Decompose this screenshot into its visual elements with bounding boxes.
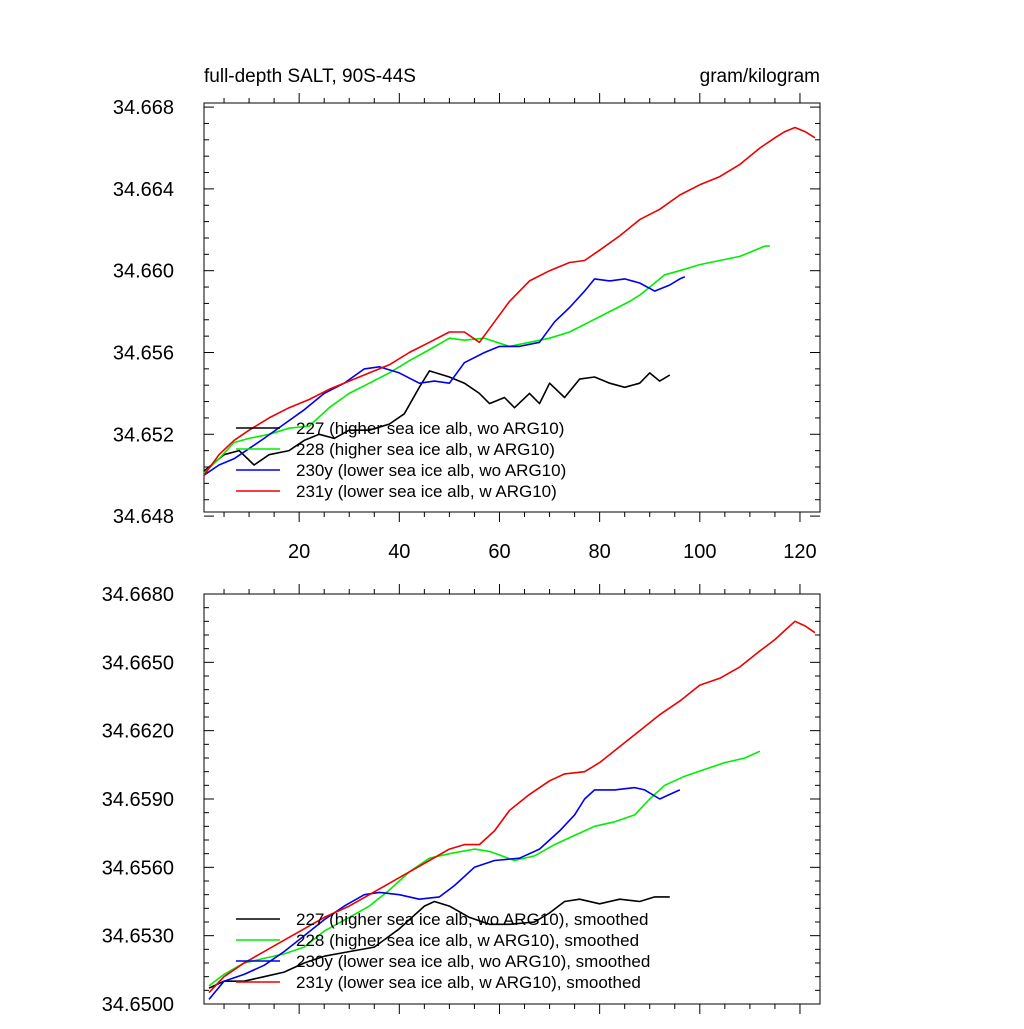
- series-line-230y: [208, 786, 681, 1000]
- legend-label-230y: 230y (lower sea ice alb, wo ARG10), smoo…: [296, 952, 650, 971]
- series-line-228: [208, 750, 761, 987]
- y-tick-label: 34.6590: [102, 789, 174, 811]
- chart-title: full-depth SALT, 90S-44S: [204, 66, 416, 87]
- y-tick-label: 34.660: [113, 261, 174, 283]
- legend-label-227: 227 (higher sea ice alb, wo ARG10): [296, 419, 564, 438]
- x-tick-label: 60: [488, 541, 510, 563]
- top-plot: 34.648 34.652 34.656 34.660 34.664 34.668 20 40…: [113, 93, 821, 563]
- y-tick-label: 34.6500: [102, 994, 174, 1016]
- y-tick-label: 34.6530: [102, 926, 174, 948]
- y-tick-label: 34.6560: [102, 857, 174, 879]
- x-tick-label: 20: [288, 541, 310, 563]
- legend-label-228: 228 (higher sea ice alb, w ARG10): [296, 440, 555, 459]
- series-line-227: [208, 896, 670, 989]
- series-line-231y: [208, 620, 816, 994]
- legend-label-228: 228 (higher sea ice alb, w ARG10), smoot…: [296, 931, 639, 950]
- legend-label-227: 227 (higher sea ice alb, wo ARG10), smoo…: [296, 910, 648, 929]
- series-line-231y: [203, 126, 816, 476]
- y-tick-label: 34.652: [113, 424, 174, 446]
- series-line-230y: [203, 276, 686, 476]
- y-tick-label: 34.648: [113, 506, 174, 528]
- chart-units: gram/kilogram: [700, 66, 820, 87]
- plot-frame: [203, 102, 821, 513]
- y-tick-label: 34.656: [113, 342, 174, 364]
- series-line-227: [203, 370, 671, 472]
- x-tick-label: 120: [783, 541, 816, 563]
- x-tick-label: 80: [589, 541, 611, 563]
- x-tick-label: 100: [683, 541, 716, 563]
- y-tick-label: 34.664: [113, 179, 174, 201]
- legend-label-231y: 231y (lower sea ice alb, w ARG10), smoot…: [296, 973, 641, 992]
- legend-label-231y: 231y (lower sea ice alb, w ARG10): [296, 482, 557, 501]
- x-tick-label: 40: [388, 541, 410, 563]
- bottom-plot: 34.6500 34.6530 34.6560 34.6590 34.6620 34.66…: [102, 584, 821, 1016]
- y-tick-label: 34.6620: [102, 721, 174, 743]
- y-tick-label: 34.6680: [102, 584, 174, 606]
- legend-label-230y: 230y (lower sea ice alb, wo ARG10): [296, 461, 566, 480]
- y-tick-label: 34.6650: [102, 652, 174, 674]
- y-tick-label: 34.668: [113, 97, 174, 119]
